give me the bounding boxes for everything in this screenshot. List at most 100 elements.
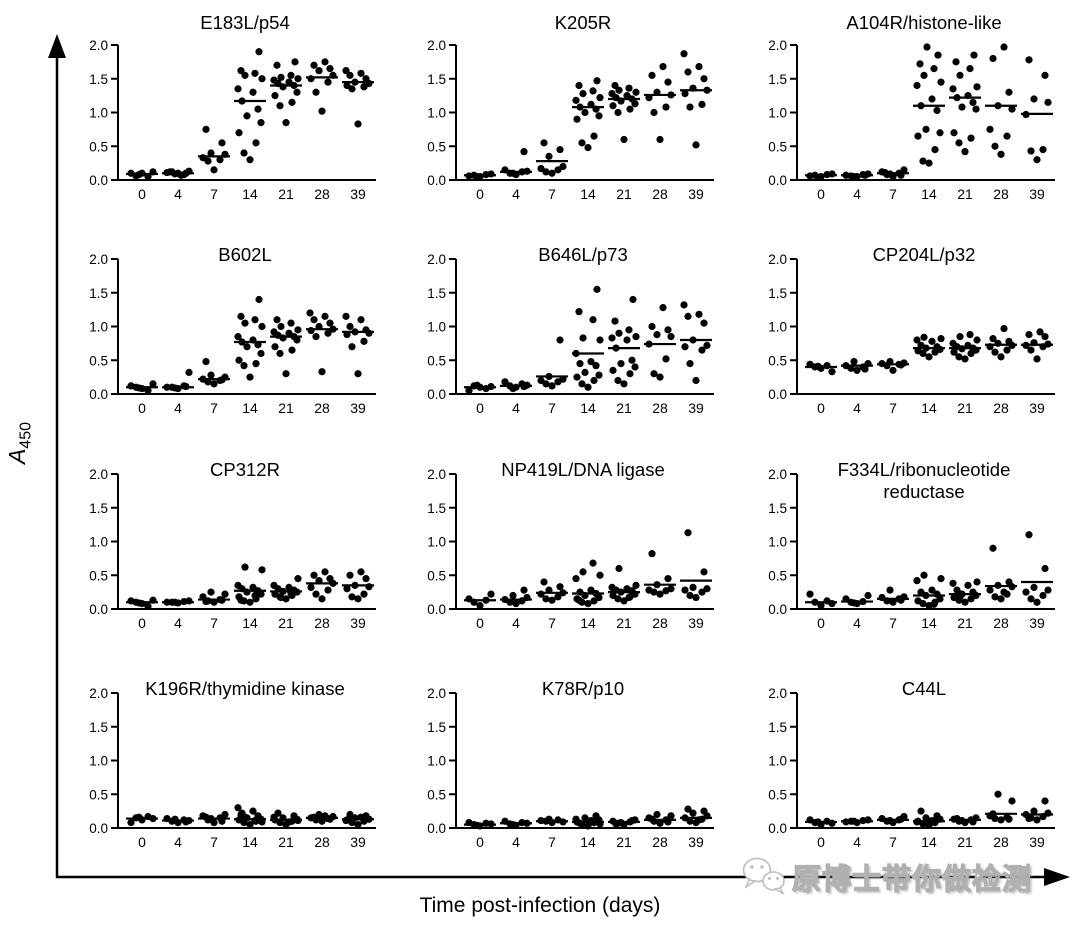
svg-text:28: 28 (314, 834, 330, 850)
svg-text:1.0: 1.0 (427, 320, 446, 335)
x-tick-labels: 0 4 7 14 21 28 39 (138, 834, 366, 850)
svg-text:1.0: 1.0 (89, 320, 108, 335)
svg-text:21: 21 (616, 400, 632, 416)
dot-group-day-39 (680, 50, 711, 149)
subplot-k196r-thymidine-kinase: K196R/thymidine kinase 0.0 0.5 1.0 1.5 2.0 0 4 7… (89, 678, 376, 850)
dot-group-day-39 (342, 67, 373, 128)
svg-text:2.0: 2.0 (427, 467, 446, 482)
svg-text:1.0: 1.0 (427, 754, 446, 769)
y-tick-labels: 0.0 0.5 1.0 1.5 2.0 (768, 686, 797, 836)
x-tick-labels: 0 4 7 14 21 28 39 (138, 400, 366, 416)
svg-text:39: 39 (688, 834, 704, 850)
svg-text:39: 39 (350, 615, 366, 631)
dot-group-day-14 (913, 43, 945, 167)
svg-text:0.0: 0.0 (89, 821, 108, 836)
svg-text:0.5: 0.5 (427, 353, 446, 368)
svg-text:0.0: 0.0 (89, 602, 108, 617)
svg-text:14: 14 (921, 186, 937, 202)
dot-group-day-7 (537, 336, 567, 390)
svg-text:39: 39 (1029, 615, 1045, 631)
svg-text:1.0: 1.0 (89, 106, 108, 121)
dot-group-day-14 (913, 571, 945, 610)
dot-group-day-28 (306, 309, 337, 376)
x-tick-labels: 0 4 7 14 21 28 39 (476, 400, 704, 416)
y-tick-labels: 0.0 0.5 1.0 1.5 2.0 (89, 252, 118, 402)
y-tick-labels: 0.0 0.5 1.0 1.5 2.0 (768, 252, 797, 402)
svg-text:2.0: 2.0 (89, 252, 108, 267)
svg-text:14: 14 (242, 186, 258, 202)
svg-text:14: 14 (580, 186, 596, 202)
dot-group-day-14 (234, 563, 266, 606)
svg-text:2.0: 2.0 (427, 38, 446, 53)
dot-group-day-21 (270, 58, 302, 127)
svg-text:21: 21 (957, 186, 973, 202)
svg-text:28: 28 (993, 615, 1009, 631)
svg-text:0: 0 (817, 186, 825, 202)
y-axis-label-subscript: 450 (17, 421, 35, 449)
svg-text:7: 7 (889, 834, 897, 850)
svg-text:4: 4 (174, 615, 182, 631)
dot-group-day-7 (537, 139, 567, 177)
svg-text:1.5: 1.5 (427, 720, 446, 735)
svg-text:39: 39 (688, 615, 704, 631)
svg-text:0.0: 0.0 (427, 821, 446, 836)
svg-text:2.0: 2.0 (89, 686, 108, 701)
svg-text:1.5: 1.5 (427, 72, 446, 87)
svg-text:4: 4 (512, 615, 520, 631)
x-axis-label: Time post-infection (days) (419, 894, 661, 917)
dot-group-day-4 (501, 148, 531, 179)
dot-group-day-39 (681, 529, 711, 602)
svg-text:0.5: 0.5 (89, 353, 108, 368)
dot-group-day-21 (949, 578, 981, 606)
dot-group-day-4 (501, 586, 531, 608)
subplot-a104r-histone-like: A104R/histone-like 0.0 0.5 1.0 1.5 2.0 0 4 7 14 21… (768, 12, 1055, 202)
svg-text:0.5: 0.5 (427, 568, 446, 583)
dot-group-day-7 (199, 588, 229, 606)
svg-text:28: 28 (314, 186, 330, 202)
y-tick-labels: 0.0 0.5 1.0 1.5 2.0 (427, 467, 456, 617)
svg-text:0: 0 (476, 834, 484, 850)
svg-text:4: 4 (853, 834, 861, 850)
dot-group-day-39 (1022, 56, 1052, 164)
svg-text:21: 21 (616, 615, 632, 631)
subplot-title: B602L (218, 244, 272, 265)
svg-text:0.5: 0.5 (89, 787, 108, 802)
svg-text:0: 0 (817, 834, 825, 850)
dot-group-day-14 (234, 48, 266, 164)
dot-group-day-4 (163, 368, 193, 393)
svg-text:28: 28 (993, 186, 1009, 202)
dot-group-day-28 (645, 63, 675, 144)
x-axis-arrowhead-icon (1044, 868, 1070, 886)
svg-text:7: 7 (210, 834, 218, 850)
y-axis-label: A450 (4, 410, 35, 476)
svg-text:4: 4 (512, 400, 520, 416)
subplot-e183l-p54: E183L/p54 0.0 0.5 1.0 1.5 2.0 0 4 7 14 21 28 39 (89, 12, 376, 202)
svg-text:1.0: 1.0 (768, 754, 787, 769)
subplot-title: reductase (883, 481, 964, 502)
y-axis-arrowhead-icon (48, 34, 66, 58)
watermark: 原博士带你做检测 (740, 852, 1032, 902)
svg-text:4: 4 (174, 186, 182, 202)
subplot-title: A104R/histone-like (846, 12, 1001, 33)
svg-text:39: 39 (1029, 186, 1045, 202)
svg-text:14: 14 (580, 400, 596, 416)
svg-text:0: 0 (476, 615, 484, 631)
dot-group-day-21 (949, 51, 981, 156)
svg-text:1.5: 1.5 (768, 501, 787, 516)
svg-text:1.5: 1.5 (427, 501, 446, 516)
dot-group-day-28 (645, 550, 675, 598)
subplot-title: E183L/p54 (200, 12, 290, 33)
svg-text:1.0: 1.0 (768, 320, 787, 335)
dot-group-day-0 (806, 590, 836, 610)
svg-text:21: 21 (278, 400, 294, 416)
dot-group-day-4 (842, 591, 872, 608)
subplot-np419l-dna-ligase: NP419L/DNA ligase 0.0 0.5 1.0 1.5 2.0 0 4 7 14 21 2… (427, 459, 714, 631)
dot-group-day-21 (949, 331, 981, 363)
dot-group-day-39 (680, 301, 711, 385)
svg-text:1.5: 1.5 (768, 720, 787, 735)
y-tick-labels: 0.0 0.5 1.0 1.5 2.0 (89, 686, 118, 836)
x-tick-labels: 0 4 7 14 21 28 39 (476, 186, 704, 202)
dot-group-day-28 (645, 304, 675, 381)
dot-group-day-28 (986, 790, 1016, 824)
